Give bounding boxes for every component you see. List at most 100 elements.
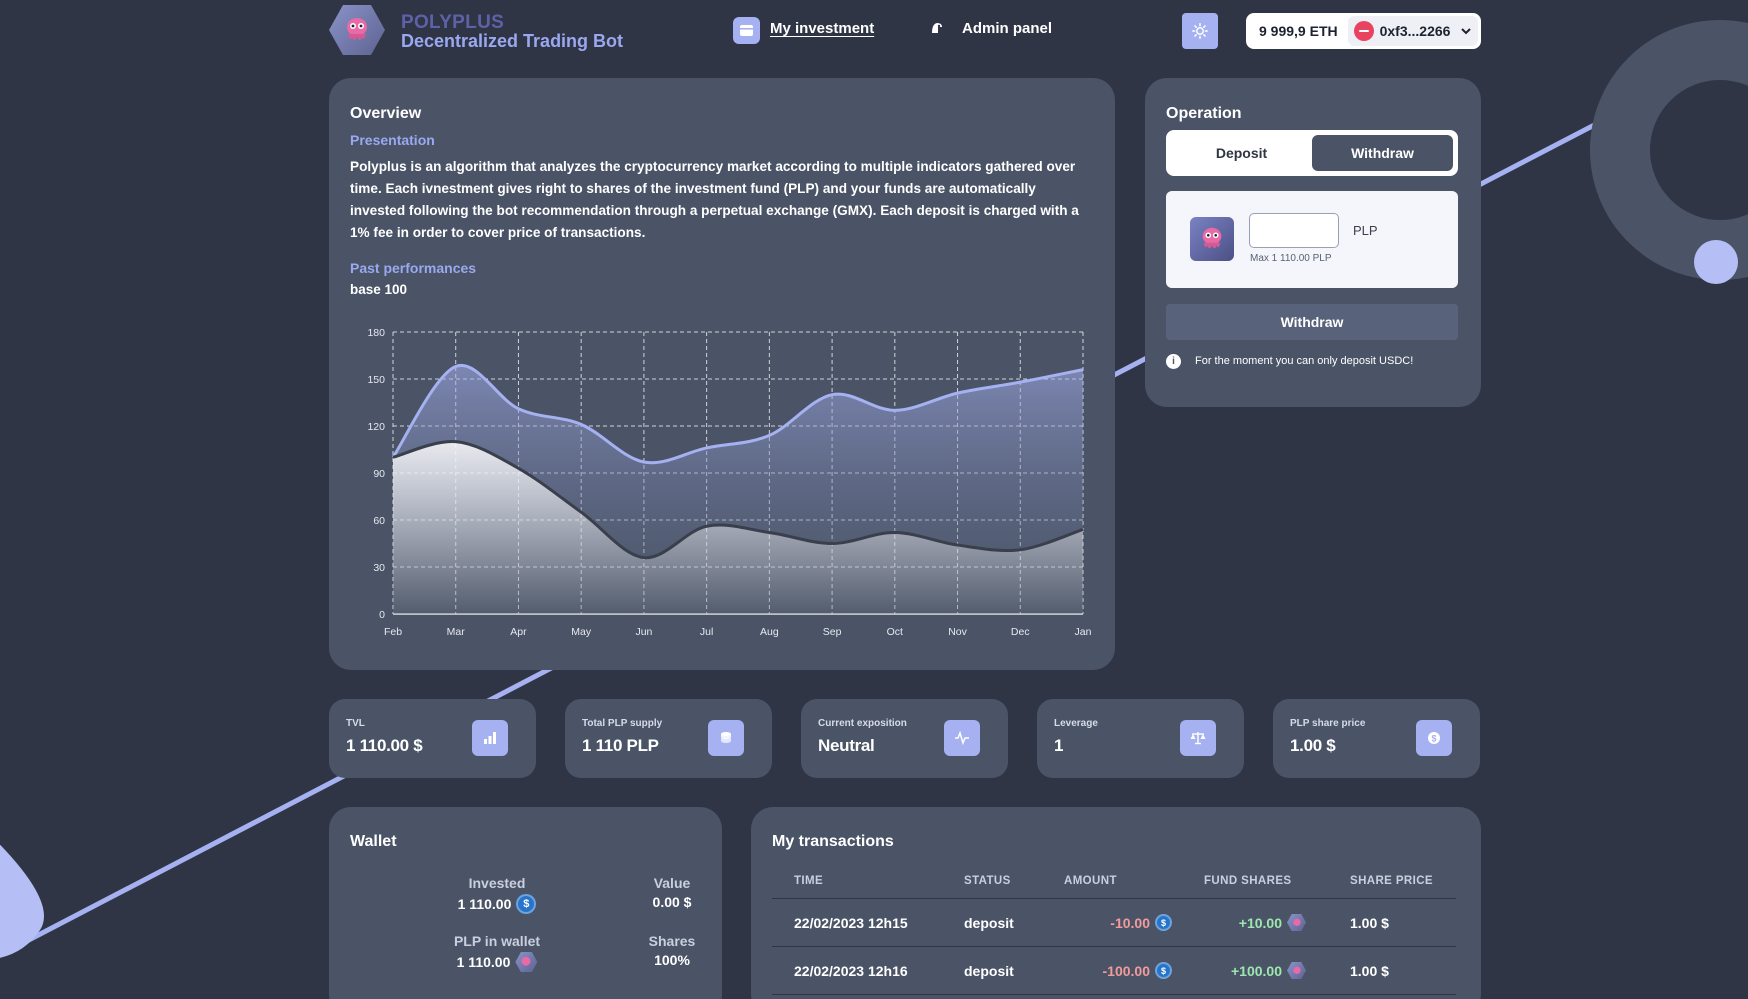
value-label: Value [653,875,691,891]
x-tick-label: Jun [635,626,652,638]
table-row[interactable]: 22/02/2023 12h15 deposit -10.00 $ +10.00 … [772,898,1456,947]
tx-shares: +100.00 [1231,962,1282,979]
wallet-card: Wallet Invested 1 110.00 $ Value 0.00 $ … [329,807,722,999]
stat-label: Total PLP supply [582,718,663,729]
series-1-point [517,408,519,410]
invested-value-row: 1 110.00 $ [437,894,557,914]
nav-my-investment[interactable]: My investment [770,20,875,37]
column-status[interactable]: STATUS [942,865,1042,899]
x-tick-label: Jan [1075,626,1092,638]
column-time[interactable]: TIME [772,865,942,899]
stat-value: 1 110 PLP [582,736,659,755]
stat-value: 1 [1054,736,1064,755]
tx-status: deposit [942,898,1042,947]
stat-value: Neutral [818,736,875,755]
series-1-point [643,461,645,463]
y-tick-label: 30 [373,562,385,574]
wallet-icon[interactable] [733,17,760,44]
x-tick-label: Jul [700,626,713,638]
info-text: For the moment you can only deposit USDC… [1195,355,1414,367]
overview-card: Overview Presentation Polyplus is an alg… [329,78,1115,670]
x-tick-label: Mar [447,626,466,638]
series-2-point [1082,528,1084,530]
scale-icon [1180,720,1216,756]
tab-withdraw[interactable]: Withdraw [1312,135,1453,171]
usdc-icon: $ [1155,914,1172,931]
shares-value: 100% [654,952,690,968]
column-share-price[interactable]: SHARE PRICE [1328,865,1456,899]
series-1-point [455,365,457,367]
tx-shares: +10.00 [1238,914,1282,931]
series-2-point [894,531,896,533]
performance-chart: 0 30 60 90 120 150 180 Feb Mar Apr May Jun Jul Aug Sep… [367,327,1092,638]
shares-label: Shares [648,933,696,949]
transactions-title: My transactions [772,833,894,850]
series-2-line [392,440,1084,560]
admin-icon[interactable] [930,21,944,35]
x-tick-label: May [571,626,592,638]
theme-toggle-button[interactable] [1182,13,1218,49]
operation-tabs: Deposit Withdraw [1166,130,1458,176]
sun-icon [1192,23,1208,39]
stat-exposition: Current exposition Neutral [801,699,1008,778]
withdraw-form: Max 1 110.00 PLP PLP [1166,191,1458,288]
address-button[interactable]: 0xf3...2266 [1347,16,1478,46]
plp-token-icon [1190,217,1234,261]
series-1-point [580,423,582,425]
column-fund-shares[interactable]: FUND SHARES [1182,865,1328,899]
polyplus-logo[interactable] [329,5,385,55]
x-tick-label: Nov [948,626,967,638]
tx-status: deposit [942,946,1042,995]
y-tick-label: 120 [367,421,385,433]
x-tick-label: Dec [1011,626,1030,638]
amount-input[interactable] [1249,213,1339,248]
series-2-point [643,556,645,558]
plp-token-icon [515,952,538,972]
tx-amount: -100.00 [1102,962,1150,979]
stat-label: TVL [346,718,365,729]
max-amount-label[interactable]: Max 1 110.00 PLP [1250,253,1332,264]
past-performances-label: Past performances [350,260,477,276]
plp-in-wallet-label: PLP in wallet [453,933,541,949]
series-1-point [1082,368,1084,370]
value-value: 0.00 $ [652,894,692,910]
usdc-icon: $ [516,894,537,914]
y-tick-label: 60 [373,515,385,527]
tx-amount-cell: -100.00 $ [1042,946,1182,995]
x-tick-label: Apr [510,626,527,638]
series-2-point [768,531,770,533]
y-tick-label: 0 [379,609,385,621]
stat-label: Current exposition [818,718,907,729]
y-tick-label: 180 [367,327,385,339]
series-2-point [455,440,457,442]
series-1-point [705,447,707,449]
tab-deposit[interactable]: Deposit [1215,145,1268,161]
nav-admin-panel[interactable]: Admin panel [962,20,1053,37]
account-pill[interactable]: 9 999,9 ETH 0xf3...2266 [1246,13,1481,49]
column-amount[interactable]: AMOUNT [1042,865,1182,899]
series-2-point [392,456,394,458]
operation-title: Operation [1166,105,1242,122]
series-2-point [1019,549,1021,551]
bar-chart-icon [472,720,508,756]
tx-price: 1.00 $ [1328,898,1456,947]
series-2-point [705,525,707,527]
usdc-icon: $ [1155,962,1172,979]
table-row[interactable]: 22/02/2023 12h16 deposit -100.00 $ +100.0… [772,946,1456,995]
table-header-row: TIME STATUS AMOUNT FUND SHARES SHARE PRI… [772,865,1456,899]
tx-amount: -10.00 [1110,914,1150,931]
wallet-title: Wallet [350,833,397,850]
tx-shares-cell: +100.00 [1182,946,1328,995]
stat-value: 1 110.00 $ [346,736,423,755]
presentation-label: Presentation [350,132,435,148]
tx-time: 22/02/2023 12h16 [772,946,942,995]
series-1-point [831,393,833,395]
unit-label: PLP [1353,223,1378,238]
x-tick-label: Oct [887,626,903,638]
series-1-line [391,363,1084,465]
x-tick-label: Aug [760,626,779,638]
brand-name: POLYPLUS [401,12,505,33]
wallet-address: 0xf3...2266 [1379,23,1451,39]
withdraw-button[interactable]: Withdraw [1166,304,1458,340]
stat-label: Leverage [1054,718,1098,729]
